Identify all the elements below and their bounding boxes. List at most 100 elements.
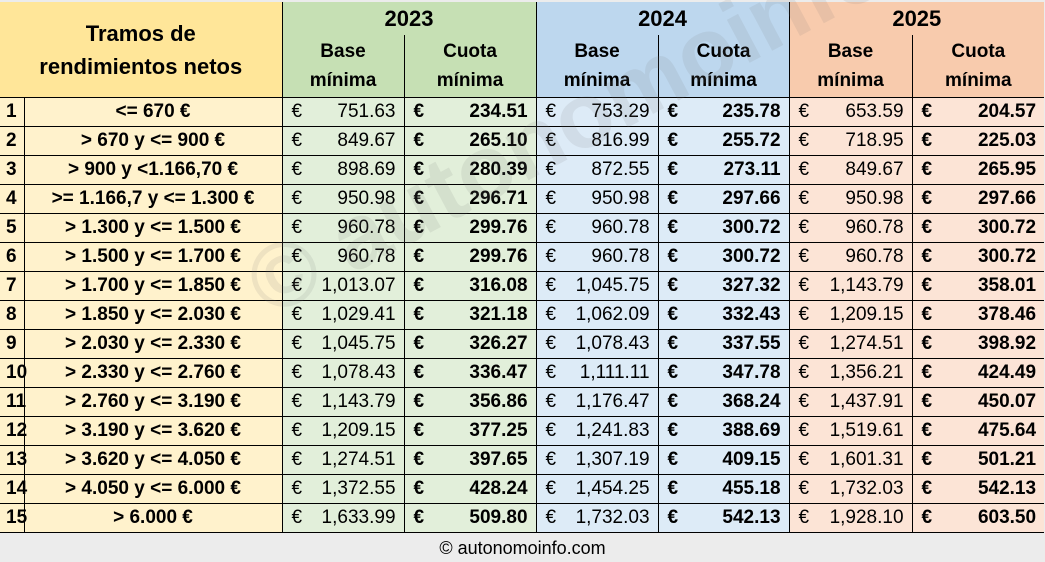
cuota-minima-2024-value: 409.15 [722,449,781,470]
euro-symbol: € [291,275,303,296]
cuota-minima-2025-value: 398.92 [977,333,1037,354]
cuota-minima-2023-cell: €316.08 [403,271,537,301]
table-row: 14 > 4.050 y <= 6.000 € €1,372.55 €428.24 €1… [0,474,1045,504]
cuota-minima-2025-cell: €300.72 [911,242,1045,272]
euro-symbol: € [291,130,303,151]
cuota-minima-2024-cell: €332.43 [657,300,790,330]
tramo-range: > 2.030 y <= 2.330 € [23,329,283,359]
cuota-minima-2024-cell: €327.32 [657,271,790,301]
base-minima-2025-cell: €1,732.03 [788,474,913,504]
row-number: 1 [0,97,25,127]
row-number: 4 [0,184,25,214]
table-body: 1 <= 670 € €751.63 €234.51 €753.29 €235.78 €65… [0,97,1045,533]
euro-symbol: € [921,478,933,499]
euro-symbol: € [545,188,557,209]
base-minima-2023-value: 950.98 [337,188,396,209]
row-number: 12 [0,416,27,446]
row-number: 9 [0,329,25,359]
euro-symbol: € [413,217,425,238]
cuota-minima-2024-value: 273.11 [723,159,781,180]
euro-symbol: € [545,362,557,383]
cuota-minima-2023-value: 280.39 [469,159,528,180]
cuota-minima-2024-value: 542.13 [722,507,781,528]
cuota-minima-2025-value: 265.95 [977,159,1037,180]
cuota-minima-2024-value: 368.24 [722,391,781,412]
cuota-minima-2025-cell: €265.95 [911,155,1045,185]
base-minima-2024-cell: €950.98 [535,184,659,214]
header-label: mínima [309,70,377,91]
row-number: 6 [0,242,25,272]
euro-symbol: € [291,420,303,441]
euro-symbol: € [291,449,303,470]
cuota-minima-2023-cell: €234.51 [403,97,537,127]
euro-symbol: € [921,304,933,325]
base-minima-2025-value: 960.78 [845,217,904,238]
cuota-minima-2025-value: 297.66 [977,188,1037,209]
base-minima-2025-value: 960.78 [845,246,904,267]
cuota-minima-2024-cell: €388.69 [657,416,790,446]
base-minima-2024-value: 1,062.09 [575,304,650,325]
cuota-minima-2023-cell: €336.47 [403,358,537,388]
base-minima-2025-value: 1,601.31 [829,449,904,470]
cuota-minima-2025-cell: €475.64 [911,416,1045,446]
cuota-minima-2025-value: 358.01 [977,275,1037,296]
base-minima-2024-cell: €1,307.19 [535,445,659,475]
copyright-footer: © autonomoinfo.com [439,538,606,558]
table-row: 2 > 670 y <= 900 € €849.67 €265.10 €816.99 €2… [0,126,1045,156]
cuota-minima-2025-value: 501.21 [977,449,1037,470]
year-header-2023: 2023 [281,2,537,35]
euro-symbol: € [667,362,679,383]
header-label: Base [320,41,366,62]
base-minima-2023-value: 1,013.07 [321,275,396,296]
cuota-minima-2025-cell: €542.13 [911,474,1045,504]
euro-symbol: € [921,391,933,412]
cuota-minima-2024-value: 235.78 [722,101,781,122]
base-minima-2023-cell: €1,143.79 [281,387,405,417]
cuota-minima-2024-cell: €337.55 [657,329,790,359]
base-minima-2023-cell: €1,013.07 [281,271,405,301]
row-number: 13 [0,445,27,475]
cuota-minima-2024-cell: €542.13 [657,503,790,533]
cuota-minima-2024-cell: €235.78 [657,97,790,127]
base-minima-2025-value: 718.95 [845,130,904,151]
base-minima-2025-cell: €1,143.79 [788,271,913,301]
cuota-minima-2023-cell: €326.27 [403,329,537,359]
cuota-minima-2023-cell: €356.86 [403,387,537,417]
base-minima-2023-value: 960.78 [337,246,396,267]
year-header-2024: 2024 [535,2,790,35]
euro-symbol: € [545,130,557,151]
base-minima-2024-cell: €960.78 [535,242,659,272]
cuota-minima-2023-cell: €299.76 [403,242,537,272]
base-minima-2024-cell: €753.29 [535,97,659,127]
cuotas-table-sheet: Tramos de rendimientos netos 2023 2024 2… [0,2,1045,533]
euro-symbol: € [291,507,303,528]
cuota-minima-2024-cell: €300.72 [657,213,790,243]
base-minima-2023-cell: €1,029.41 [281,300,405,330]
base-minima-2023-cell: €960.78 [281,242,405,272]
base-minima-2024-cell: €1,062.09 [535,300,659,330]
base-minima-2023-value: 1,045.75 [321,333,396,354]
cuota-minima-2023-value: 316.08 [469,275,528,296]
cuota-minima-2023-cell: €280.39 [403,155,537,185]
euro-symbol: € [667,101,679,122]
cuota-minima-2024-value: 455.18 [722,478,781,499]
cuota-minima-2025-cell: €398.92 [911,329,1045,359]
row-number: 2 [0,126,25,156]
base-minima-2023-value: 1,633.99 [321,507,396,528]
base-minima-2023-cell: €1,209.15 [281,416,405,446]
euro-symbol: € [921,362,933,383]
cuota-minima-2023-cell: €428.24 [403,474,537,504]
base-minima-2025-cell: €849.67 [788,155,913,185]
cuota-minima-2024-value: 297.66 [722,188,781,209]
euro-symbol: € [291,333,303,354]
euro-symbol: € [921,246,933,267]
base-minima-2024-value: 872.55 [591,159,650,180]
cuota-minima-2024-value: 327.32 [722,275,781,296]
cuota-minima-2023-value: 296.71 [469,188,528,209]
euro-symbol: € [798,246,810,267]
euro-symbol: € [921,188,933,209]
tramo-range: > 3.190 y <= 3.620 € [23,416,283,446]
base-minima-2025-cell: €1,928.10 [788,503,913,533]
cuota-minima-2025-value: 450.07 [977,391,1037,412]
base-minima-2023-cell: €849.67 [281,126,405,156]
